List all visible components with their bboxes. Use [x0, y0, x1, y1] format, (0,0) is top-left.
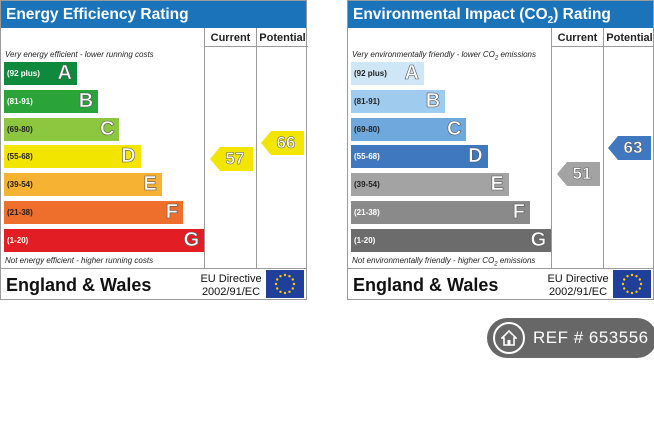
column-divider — [603, 28, 604, 268]
band-range: (1-20) — [7, 235, 29, 245]
band-range: (69-80) — [354, 124, 380, 134]
column-divider — [204, 28, 205, 268]
band-range: (81-91) — [354, 96, 380, 106]
band-letter: A — [404, 62, 419, 85]
rating-band-e: (39-54) E — [351, 173, 509, 197]
bottom-note: Not energy efficient - higher running co… — [5, 256, 154, 265]
band-letter: E — [143, 173, 157, 196]
current-column-header: Current — [210, 32, 251, 44]
band-range: (92 plus) — [7, 69, 40, 78]
bottom-note: Not environmentally friendly - higher CO… — [352, 256, 536, 268]
potential-rating-arrow: 63 — [608, 136, 651, 160]
chart-title: Environmental Impact (CO2) Rating — [348, 1, 653, 28]
rating-band-g: (1-20) G — [4, 228, 205, 252]
band-letter: C — [446, 117, 462, 140]
energy-efficiency-chart: Energy Efficiency Rating Current Potenti… — [0, 0, 308, 300]
rating-band-a: (92 plus) A — [4, 62, 77, 85]
arrow-shape — [557, 162, 600, 186]
chart-title: Energy Efficiency Rating — [1, 1, 306, 28]
band-range: (21-38) — [7, 208, 33, 217]
band-letter: A — [57, 62, 72, 85]
band-range: (55-68) — [354, 152, 380, 162]
arrow-shape — [261, 131, 304, 155]
column-divider — [551, 28, 552, 268]
band-letter: F — [512, 201, 525, 224]
current-rating-arrow: 57 — [210, 147, 253, 171]
current-rating-value: 57 — [225, 149, 245, 169]
environmental-impact-chart: Environmental Impact (CO2) Rating Curren… — [347, 0, 654, 300]
potential-rating-value: 63 — [623, 138, 643, 158]
rating-band-c: (69-80) C — [4, 117, 120, 141]
potential-column-header: Potential — [606, 32, 653, 44]
rating-band-e: (39-54) E — [4, 173, 162, 197]
arrow-shape — [608, 136, 651, 160]
potential-rating-value: 66 — [276, 133, 296, 153]
potential-column-header: Potential — [259, 32, 306, 44]
top-note: Very environmentally friendly - lower CO… — [352, 50, 537, 62]
band-range: (21-38) — [354, 208, 380, 217]
rating-band-d: (55-68) D — [351, 145, 488, 169]
band-range: (55-68) — [7, 152, 33, 162]
rating-band-f: (21-38) F — [4, 201, 183, 224]
band-range: (39-54) — [7, 180, 33, 190]
band-letter: G — [183, 228, 200, 251]
band-letter: B — [425, 89, 441, 112]
current-column-header: Current — [557, 32, 598, 44]
band-letter: E — [490, 173, 504, 196]
band-letter: D — [121, 145, 136, 168]
top-note: Very energy efficient - lower running co… — [5, 50, 154, 59]
footer-divider — [348, 268, 653, 269]
rating-band-f: (21-38) F — [351, 201, 530, 224]
region-label: England & Wales — [6, 275, 152, 295]
rating-band-g: (1-20) G — [351, 228, 552, 252]
potential-rating-arrow: 66 — [261, 131, 304, 155]
band-range: (1-20) — [354, 235, 376, 245]
eu-flag-icon — [266, 270, 304, 298]
reference-number: REF # 653556 — [533, 328, 649, 347]
header-divider — [551, 46, 654, 47]
band-letter: B — [78, 89, 94, 112]
eu-directive: EU Directive 2002/91/EC — [200, 273, 262, 298]
band-letter: F — [165, 201, 178, 224]
arrow-shape — [210, 147, 253, 171]
band-letter: D — [468, 145, 483, 168]
footer-divider — [1, 268, 306, 269]
region-label: England & Wales — [353, 275, 499, 295]
band-letter: G — [530, 228, 547, 251]
rating-band-b: (81-91) B — [351, 89, 446, 113]
house-icon — [493, 322, 525, 354]
band-range: (92 plus) — [354, 69, 387, 78]
band-range: (81-91) — [7, 96, 33, 106]
rating-band-a: (92 plus) A — [351, 62, 424, 85]
band-range: (69-80) — [7, 124, 33, 134]
reference-badge: REF # 653556 — [487, 318, 654, 358]
current-rating-arrow: 51 — [557, 162, 600, 186]
current-rating-value: 51 — [572, 164, 592, 184]
rating-band-b: (81-91) B — [4, 89, 99, 113]
rating-band-d: (55-68) D — [4, 145, 141, 169]
rating-band-c: (69-80) C — [351, 117, 467, 141]
band-range: (39-54) — [354, 180, 380, 190]
eu-directive: EU Directive 2002/91/EC — [547, 273, 609, 298]
column-divider — [256, 28, 257, 268]
band-letter: C — [99, 117, 115, 140]
header-divider — [204, 46, 308, 47]
eu-flag-icon — [613, 270, 651, 298]
